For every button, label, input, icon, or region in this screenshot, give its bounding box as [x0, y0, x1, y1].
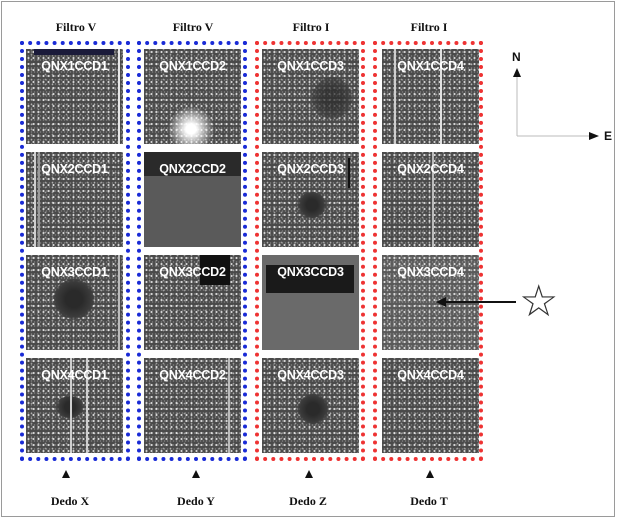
- column-title-1: Filtro V: [55, 20, 97, 34]
- star-icon: ☆: [519, 276, 559, 327]
- ccd-qnx4ccd2: QNX4CCD2: [144, 358, 241, 453]
- finger-group-y: QNX1CCD2 QNX2CCD2 QNX3CCD2 QNX4CCD2: [137, 41, 247, 461]
- ccd-label: QNX1CCD3: [277, 59, 344, 73]
- ccd-qnx4ccd4: QNX4CCD4: [382, 358, 479, 453]
- ccd-label: QNX1CCD4: [397, 59, 464, 73]
- ccd-label: QNX2CCD1: [41, 162, 108, 176]
- ccd-label: QNX4CCD3: [277, 368, 344, 382]
- ccd-label: QNX4CCD1: [41, 368, 108, 382]
- finger-group-t: QNX1CCD4 QNX2CCD4 QNX3CCD4 QNX4CCD4: [373, 41, 483, 461]
- column-title-4: Filtro I: [410, 20, 448, 34]
- ccd-qnx1ccd1: QNX1CCD1: [26, 49, 123, 144]
- finger-label-z: Dedo Z: [289, 494, 327, 508]
- ccd-qnx1ccd2: QNX1CCD2: [144, 49, 241, 144]
- ccd-qnx1ccd4: QNX1CCD4: [382, 49, 479, 144]
- ccd-qnx2ccd4: QNX2CCD4: [382, 152, 479, 247]
- ccd-label: QNX3CCD3: [277, 265, 344, 279]
- up-arrow-icon: [305, 470, 313, 478]
- ccd-label: QNX3CCD4: [397, 265, 464, 279]
- finger-label-t: Dedo T: [410, 494, 448, 508]
- pointer-arrow-icon: [436, 297, 516, 307]
- column-title-2: Filtro V: [172, 20, 214, 34]
- ccd-qnx2ccd1: QNX2CCD1: [26, 152, 123, 247]
- finger-group-x: QNX1CCD1 QNX2CCD1 QNX3CCD1 QNX4CCD1: [20, 41, 130, 461]
- up-arrow-icon: [62, 470, 70, 478]
- compass-arrows-icon: [513, 68, 599, 140]
- ccd-qnx4ccd1: QNX4CCD1: [26, 358, 123, 453]
- ccd-label: QNX2CCD2: [159, 162, 226, 176]
- finger-label-y: Dedo Y: [177, 494, 215, 508]
- ccd-qnx3ccd1: QNX3CCD1: [26, 255, 123, 350]
- ccd-qnx3ccd2: QNX3CCD2: [144, 255, 241, 350]
- finger-group-z: QNX1CCD3 QNX2CCD3 QNX3CCD3 QNX4CCD3: [255, 41, 365, 461]
- ccd-label: QNX2CCD3: [277, 162, 344, 176]
- ccd-label: QNX4CCD2: [159, 368, 226, 382]
- up-arrow-icon: [192, 470, 200, 478]
- ccd-label: QNX3CCD1: [41, 265, 108, 279]
- ccd-qnx4ccd3: QNX4CCD3: [262, 358, 359, 453]
- compass-north-label: N: [512, 50, 521, 64]
- ccd-qnx3ccd4: QNX3CCD4: [382, 255, 479, 350]
- up-arrow-icon: [426, 470, 434, 478]
- ccd-label: QNX2CCD4: [397, 162, 464, 176]
- ccd-label: QNX1CCD2: [159, 59, 226, 73]
- ccd-qnx3ccd3: QNX3CCD3: [262, 255, 359, 350]
- ccd-label: QNX4CCD4: [397, 368, 464, 382]
- finger-label-x: Dedo X: [50, 494, 90, 508]
- ccd-label: QNX3CCD2: [159, 265, 226, 279]
- ccd-label: QNX1CCD1: [41, 59, 108, 73]
- ccd-qnx2ccd3: QNX2CCD3: [262, 152, 359, 247]
- ccd-qnx2ccd2: QNX2CCD2: [144, 152, 241, 247]
- compass-east-label: E: [604, 129, 613, 143]
- ccd-qnx1ccd3: QNX1CCD3: [262, 49, 359, 144]
- column-title-3: Filtro I: [292, 20, 330, 34]
